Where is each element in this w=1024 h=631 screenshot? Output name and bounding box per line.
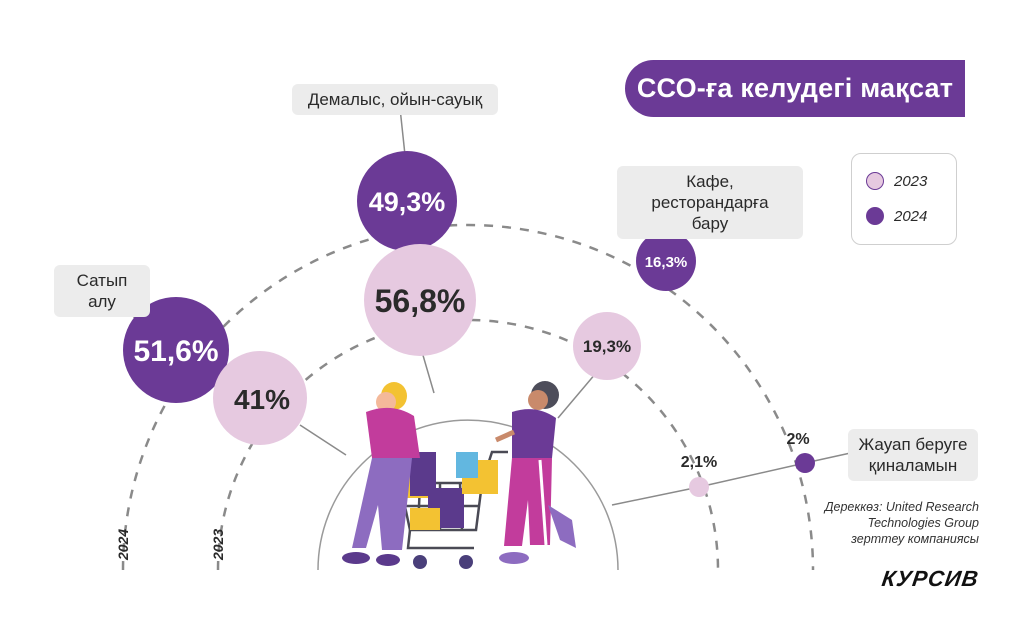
legend-swatch-2024	[866, 207, 884, 225]
bubble-2023-cafe	[573, 312, 641, 380]
series-2024	[123, 151, 815, 473]
arc-2023	[216, 318, 720, 571]
category-label-hard-to-answer: Жауап беруге қиналамын	[848, 429, 978, 481]
brand-logo: КУРСИВ	[880, 566, 981, 591]
bubble-2023-leisure	[364, 244, 476, 356]
category-label-hard-to-answer-line1: Жауап беруге	[858, 435, 968, 454]
legend-label-2024: 2024	[894, 207, 928, 225]
category-label-leisure-text: Демалыс, ойын-сауық	[307, 90, 483, 109]
arc-label-2024: 2024	[115, 529, 131, 561]
category-label-cafe-line1: Кафе, ресторандарға	[651, 172, 769, 212]
value-label-2023-shopping: 41%	[234, 384, 290, 415]
arc-2024	[121, 223, 815, 571]
value-label-2024-hard-to-answer: 2%	[786, 431, 809, 448]
legend-label-2023: 2023	[894, 172, 928, 190]
source-note: Дереккөз: United Research Technologies G…	[825, 499, 979, 547]
value-label-2024-cafe: 16,3%	[645, 254, 688, 271]
legend-item-2024: 2024	[866, 207, 927, 225]
source-line3: зерттеу компаниясы	[851, 532, 979, 546]
value-label-2023-hard-to-answer: 2,1%	[681, 454, 717, 471]
bubble-2024-cafe	[636, 231, 696, 291]
value-label-2024-shopping: 51,6%	[133, 335, 218, 368]
bubble-2023-hard-to-answer	[689, 477, 709, 497]
category-label-leisure: Демалыс, ойын-сауық	[292, 84, 498, 115]
shoppers-illustration	[342, 381, 576, 569]
category-label-cafe: Кафе, ресторандарға бару	[617, 166, 803, 239]
bubble-2024-hard-to-answer	[795, 453, 815, 473]
series-2023	[213, 244, 709, 497]
chart-title: ССО-ға келудегі мақсат	[625, 60, 965, 117]
source-line1: Дереккөз: United Research	[824, 500, 979, 514]
bubble-2024-leisure	[357, 151, 457, 251]
bubble-2023-shopping	[213, 351, 307, 445]
bubble-2024-shopping	[123, 297, 229, 403]
legend-swatch-2023	[866, 172, 884, 190]
value-label-2023-cafe: 19,3%	[583, 337, 631, 356]
inner-arc	[317, 419, 619, 571]
category-label-shopping-text: Сатып алу	[76, 271, 128, 311]
category-label-hard-to-answer-line2: қиналамын	[868, 456, 958, 475]
legend-item-2023: 2023	[866, 172, 927, 190]
source-line2: Technologies Group	[867, 516, 979, 530]
category-label-cafe-line2: бару	[691, 214, 729, 233]
value-label-2023-leisure: 56,8%	[375, 283, 466, 319]
category-label-shopping: Сатып алу	[54, 265, 150, 317]
value-label-2024-leisure: 49,3%	[369, 187, 446, 217]
legend: 2023 2024	[851, 153, 957, 245]
arc-label-2023: 2023	[210, 529, 226, 561]
